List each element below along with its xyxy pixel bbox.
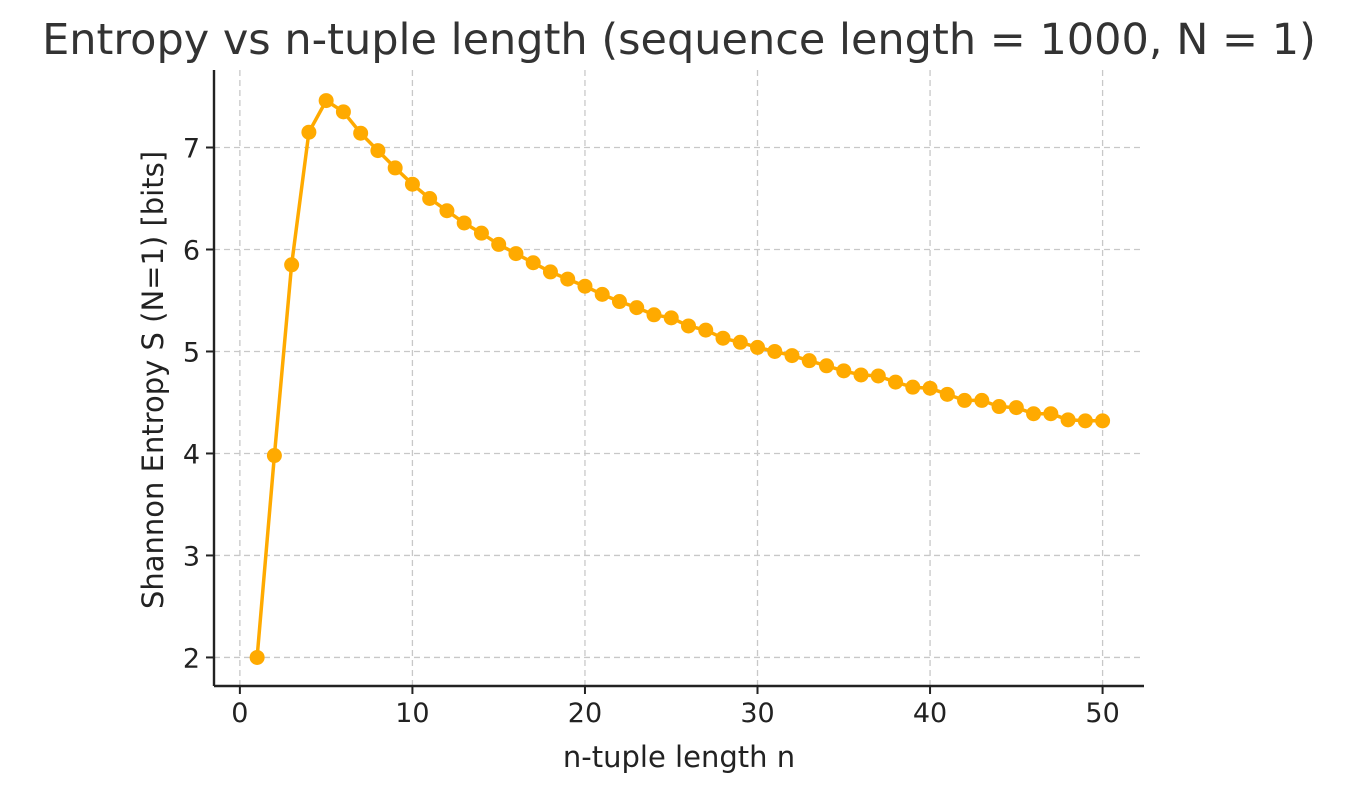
data-point — [353, 125, 369, 141]
data-point — [1095, 413, 1111, 429]
data-point — [801, 353, 817, 369]
axes-spines — [212, 70, 1144, 688]
data-point — [922, 380, 938, 396]
data-point — [836, 363, 852, 379]
x-tick-label: 20 — [568, 698, 602, 729]
data-point — [456, 215, 472, 231]
data-point — [974, 392, 990, 408]
data-point — [284, 257, 300, 273]
data-point — [335, 104, 351, 120]
data-point — [957, 392, 973, 408]
data-point — [663, 310, 679, 326]
data-point — [491, 236, 507, 252]
data-point — [611, 294, 627, 310]
data-point — [767, 343, 783, 359]
data-point — [1043, 406, 1059, 422]
data-point — [249, 649, 265, 665]
data-point — [732, 334, 748, 350]
data-point — [991, 399, 1007, 415]
x-tick-label: 50 — [1085, 698, 1119, 729]
data-point — [905, 379, 921, 395]
data-point — [629, 300, 645, 316]
data-point — [870, 368, 886, 384]
data-point — [422, 191, 438, 207]
data-point — [266, 448, 282, 464]
y-tick-label: 2 — [183, 643, 200, 674]
y-tick-label: 3 — [183, 541, 200, 572]
data-point — [1026, 406, 1042, 422]
y-tick-label: 7 — [183, 134, 200, 165]
y-tick-label: 5 — [183, 337, 200, 368]
series — [249, 93, 1111, 665]
data-point — [542, 264, 558, 280]
data-point — [1060, 412, 1076, 428]
data-point — [680, 318, 696, 334]
data-point — [646, 307, 662, 323]
data-point — [784, 348, 800, 364]
data-point — [525, 255, 541, 271]
data-point — [387, 160, 403, 176]
data-point — [404, 176, 420, 192]
data-point — [577, 278, 593, 294]
data-point — [888, 374, 904, 390]
x-tick-label: 30 — [740, 698, 774, 729]
chart-title: Entropy vs n-tuple length (sequence leng… — [42, 15, 1316, 65]
data-point — [939, 386, 955, 402]
grid — [214, 70, 1144, 686]
data-point — [819, 358, 835, 374]
data-point — [1077, 413, 1093, 429]
data-point — [853, 367, 869, 383]
x-axis-label: n-tuple length n — [563, 740, 795, 774]
data-point — [698, 322, 714, 338]
x-tick-label: 40 — [913, 698, 947, 729]
data-point — [508, 246, 524, 262]
data-point — [560, 271, 576, 287]
data-point — [1008, 400, 1024, 416]
y-tick-label: 4 — [183, 439, 200, 470]
x-tick-label: 0 — [231, 698, 248, 729]
series-line — [255, 98, 1103, 658]
data-point — [370, 143, 386, 159]
x-axis-ticks: 0 10 20 30 40 50 — [231, 686, 1120, 729]
data-point — [318, 93, 334, 109]
y-axis-ticks: 2 3 4 5 6 7 — [183, 134, 214, 674]
x-tick-label: 10 — [395, 698, 429, 729]
data-point — [473, 225, 489, 241]
data-point — [750, 339, 766, 355]
data-point — [715, 330, 731, 346]
data-point — [594, 286, 610, 302]
y-tick-label: 6 — [183, 235, 200, 266]
data-point — [301, 124, 317, 140]
data-point — [439, 203, 455, 219]
y-axis-label: Shannon Entropy S (N=1) [bits] — [136, 151, 170, 609]
